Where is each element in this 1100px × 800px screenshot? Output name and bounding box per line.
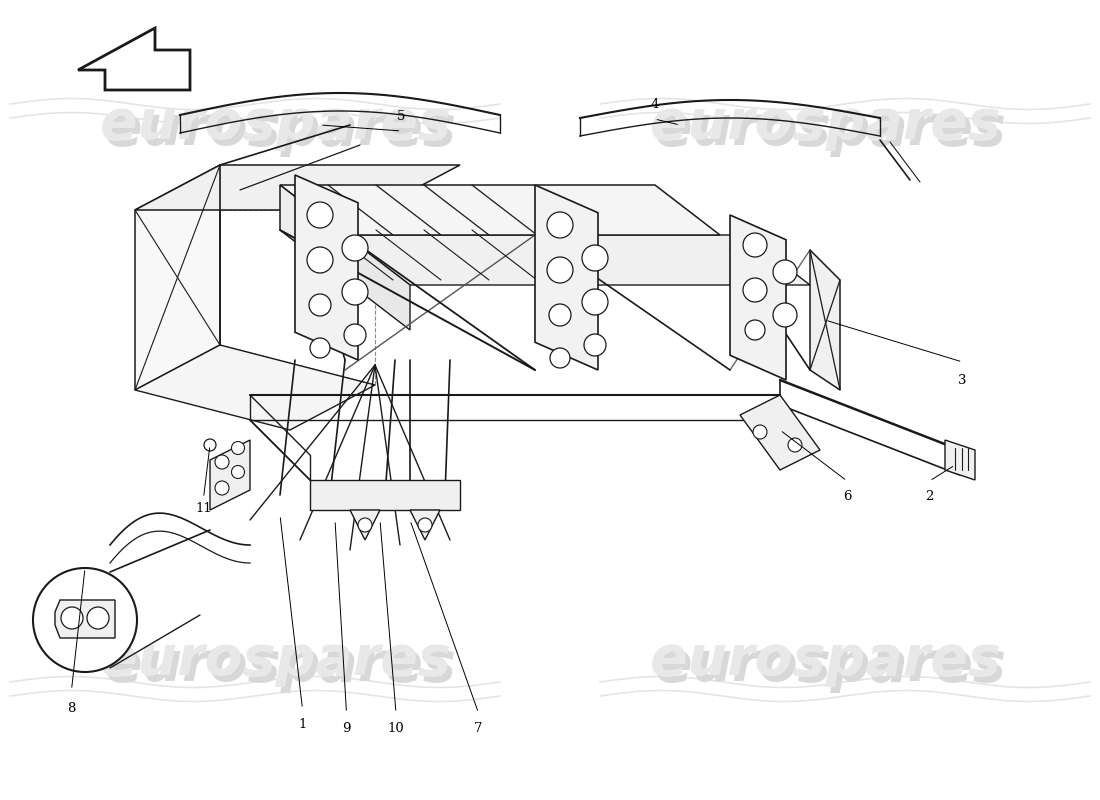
Circle shape	[773, 260, 798, 284]
Circle shape	[60, 607, 82, 629]
Polygon shape	[210, 440, 250, 510]
Text: eurospares: eurospares	[104, 103, 455, 157]
Circle shape	[547, 212, 573, 238]
Circle shape	[742, 278, 767, 302]
Circle shape	[231, 442, 244, 454]
Circle shape	[309, 294, 331, 316]
Text: 7: 7	[474, 722, 483, 734]
Text: 11: 11	[195, 502, 212, 514]
Polygon shape	[350, 510, 380, 540]
Circle shape	[307, 247, 333, 273]
Circle shape	[231, 466, 244, 478]
Text: eurospares: eurospares	[100, 633, 450, 687]
Polygon shape	[310, 480, 460, 510]
Circle shape	[214, 481, 229, 495]
Text: 1: 1	[298, 718, 307, 730]
Text: 5: 5	[397, 110, 406, 122]
Polygon shape	[295, 175, 358, 360]
Circle shape	[547, 257, 573, 283]
Circle shape	[745, 320, 764, 340]
Polygon shape	[740, 395, 820, 470]
Circle shape	[344, 324, 366, 346]
Polygon shape	[410, 510, 440, 540]
Bar	[0, 0, 1100, 80]
Text: 3: 3	[958, 374, 967, 386]
Text: 4: 4	[650, 98, 659, 110]
Text: 10: 10	[387, 722, 405, 734]
Polygon shape	[945, 440, 975, 480]
Text: 9: 9	[342, 722, 351, 734]
Polygon shape	[55, 600, 116, 638]
Circle shape	[342, 279, 369, 305]
Polygon shape	[280, 185, 720, 235]
Circle shape	[773, 303, 798, 327]
Polygon shape	[810, 250, 840, 390]
Polygon shape	[535, 185, 598, 370]
Text: 2: 2	[925, 490, 934, 502]
Circle shape	[214, 455, 229, 469]
Text: eurospares: eurospares	[654, 639, 1005, 693]
Text: eurospares: eurospares	[100, 97, 450, 151]
Polygon shape	[345, 235, 810, 285]
Circle shape	[582, 289, 608, 315]
Circle shape	[754, 425, 767, 439]
Text: eurospares: eurospares	[654, 103, 1005, 157]
Circle shape	[788, 438, 802, 452]
Circle shape	[582, 245, 608, 271]
Polygon shape	[135, 165, 220, 390]
Circle shape	[584, 334, 606, 356]
Circle shape	[418, 518, 432, 532]
Polygon shape	[135, 165, 460, 210]
Circle shape	[204, 439, 216, 451]
Polygon shape	[135, 345, 375, 430]
Polygon shape	[78, 28, 190, 90]
Text: eurospares: eurospares	[104, 639, 455, 693]
Circle shape	[87, 607, 109, 629]
Circle shape	[742, 233, 767, 257]
Polygon shape	[730, 215, 786, 380]
Text: eurospares: eurospares	[650, 633, 1000, 687]
Circle shape	[358, 518, 372, 532]
Circle shape	[307, 202, 333, 228]
Text: eurospares: eurospares	[650, 97, 1000, 151]
Circle shape	[342, 235, 369, 261]
Circle shape	[310, 338, 330, 358]
Polygon shape	[280, 185, 345, 280]
Circle shape	[33, 568, 138, 672]
Circle shape	[549, 304, 571, 326]
Text: 8: 8	[67, 702, 76, 714]
Text: 6: 6	[843, 490, 851, 502]
Circle shape	[550, 348, 570, 368]
Polygon shape	[345, 235, 410, 330]
